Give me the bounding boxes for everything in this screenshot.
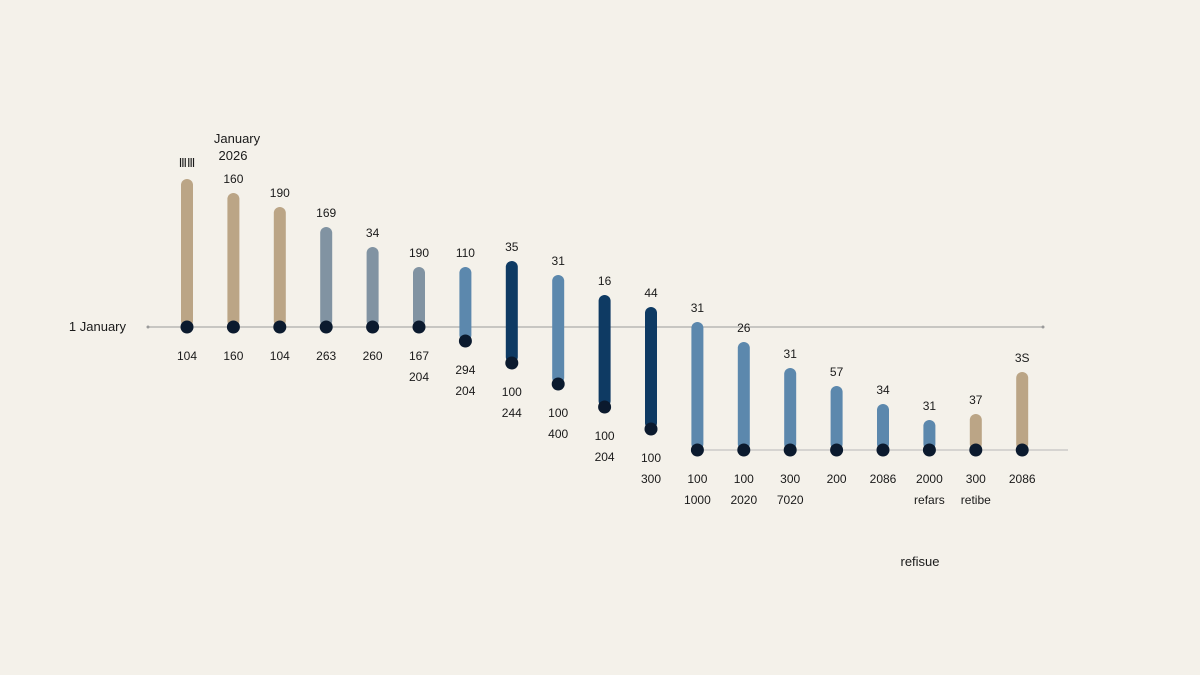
bar-16-bottom-label-1: 2086	[870, 472, 897, 486]
bar-13-dot	[737, 443, 751, 457]
bar-3	[273, 207, 286, 327]
bar-8	[505, 261, 518, 363]
bar-11	[645, 307, 657, 429]
bar-1-dot	[180, 320, 194, 334]
bar-19-top-label: 3S	[1015, 351, 1030, 365]
bar-11-bottom-label-1: 100	[641, 451, 661, 465]
bar-5-dot	[366, 320, 380, 334]
bar-6-top-label: 190	[409, 246, 429, 260]
bar-14-bottom-label-1: 300	[780, 472, 800, 486]
bar-10-bottom-label-2: 204	[595, 450, 615, 464]
bar-12-bottom-label-1: 100	[687, 472, 707, 486]
bar-12-top-label: 31	[691, 301, 705, 315]
bar-5-top-label: 34	[366, 226, 380, 240]
bar-7	[459, 267, 472, 341]
bar-5-bottom-label-1: 260	[363, 349, 383, 363]
bar-13-bottom-label-2: 2020	[730, 493, 757, 507]
bar-16-top-label: 34	[876, 383, 890, 397]
bar-17-dot	[922, 443, 936, 457]
bar-7-top-label: 110	[456, 246, 475, 260]
bar-9-dot	[551, 377, 565, 391]
bar-6-dot	[412, 320, 426, 334]
chart-title-line-1: January	[214, 131, 261, 146]
bar-17-bottom-label-1: 2000	[916, 472, 943, 486]
bar-13	[737, 342, 750, 450]
bar-8-bottom-label-2: 244	[502, 406, 522, 420]
bar-7-bottom-label-2: 204	[455, 384, 475, 398]
bar-9	[552, 275, 565, 384]
bar-3-bottom-label-1: 104	[270, 349, 290, 363]
bar-12-bottom-label-2: 1000	[684, 493, 711, 507]
bar-15	[830, 386, 843, 450]
bar-19	[1016, 372, 1029, 450]
chart-labels: 1 January January 2026 refisue ⅢⅢ 104 160 160 19…	[69, 131, 1036, 569]
bar-7-dot	[458, 334, 472, 348]
upper-baseline-start-tick	[146, 325, 150, 329]
bar-10	[598, 295, 611, 407]
upper-baseline-label: 1 January	[69, 319, 127, 334]
bar-18-bottom-label-2: retibe	[961, 493, 991, 507]
bar-19-dot	[1015, 443, 1029, 457]
bar-2-bottom-label-1: 160	[223, 349, 243, 363]
bar-8-dot	[505, 356, 519, 370]
bar-18-dot	[969, 443, 983, 457]
bar-6	[413, 267, 425, 327]
bar-1-bottom-label-1: 104	[177, 349, 197, 363]
bar-2	[227, 193, 240, 327]
bar-14-dot	[783, 443, 797, 457]
bar-16	[877, 404, 889, 450]
bar-2-top-label: 160	[223, 172, 243, 186]
bar-9-bottom-label-1: 100	[548, 406, 568, 420]
bar-18-top-label: 37	[969, 393, 983, 407]
bar-6-bottom-label-1: 167	[409, 349, 429, 363]
bar-5	[366, 247, 379, 327]
footer-label: refisue	[900, 554, 939, 569]
bar-17	[923, 420, 936, 450]
bar-12	[691, 322, 704, 450]
bar-14-top-label: 31	[784, 347, 798, 361]
bar-16-dot	[876, 443, 890, 457]
bar-14	[784, 368, 797, 450]
bar-13-top-label: 26	[737, 321, 751, 335]
bar-19-bottom-label-1: 2086	[1009, 472, 1036, 486]
bar-15-top-label: 57	[830, 365, 844, 379]
bar-9-top-label: 31	[552, 254, 566, 268]
bar-11-bottom-label-2: 300	[641, 472, 661, 486]
chart-bars	[180, 179, 1029, 457]
bar-4-top-label: 169	[316, 206, 336, 220]
bar-4-bottom-label-1: 263	[316, 349, 336, 363]
corner-mark: ⅢⅢ	[179, 156, 196, 170]
bar-2-dot	[226, 320, 240, 334]
chart-title-line-2: 2026	[219, 148, 248, 163]
bar-1	[181, 179, 193, 327]
upper-baseline-end-tick	[1041, 325, 1045, 329]
bar-14-bottom-label-2: 7020	[777, 493, 804, 507]
bar-3-dot	[273, 320, 287, 334]
bar-15-bottom-label-1: 200	[827, 472, 847, 486]
bar-12-dot	[690, 443, 704, 457]
bar-15-dot	[830, 443, 844, 457]
bar-11-dot	[644, 422, 658, 436]
bar-6-bottom-label-2: 204	[409, 370, 429, 384]
bar-4-dot	[319, 320, 333, 334]
bar-17-top-label: 31	[923, 399, 937, 413]
bar-18-bottom-label-1: 300	[966, 472, 986, 486]
bar-7-bottom-label-1: 294	[455, 363, 475, 377]
bar-17-bottom-label-2: refars	[914, 493, 945, 507]
bar-18	[969, 414, 982, 450]
bar-10-top-label: 16	[598, 274, 612, 288]
bar-10-dot	[598, 400, 612, 414]
bar-4	[320, 227, 333, 327]
bar-10-bottom-label-1: 100	[595, 429, 615, 443]
bar-8-bottom-label-1: 100	[502, 385, 522, 399]
bar-9-bottom-label-2: 400	[548, 427, 568, 441]
bar-11-top-label: 44	[644, 286, 658, 300]
bar-3-top-label: 190	[270, 186, 290, 200]
bar-13-bottom-label-1: 100	[734, 472, 754, 486]
bar-8-top-label: 35	[505, 240, 519, 254]
